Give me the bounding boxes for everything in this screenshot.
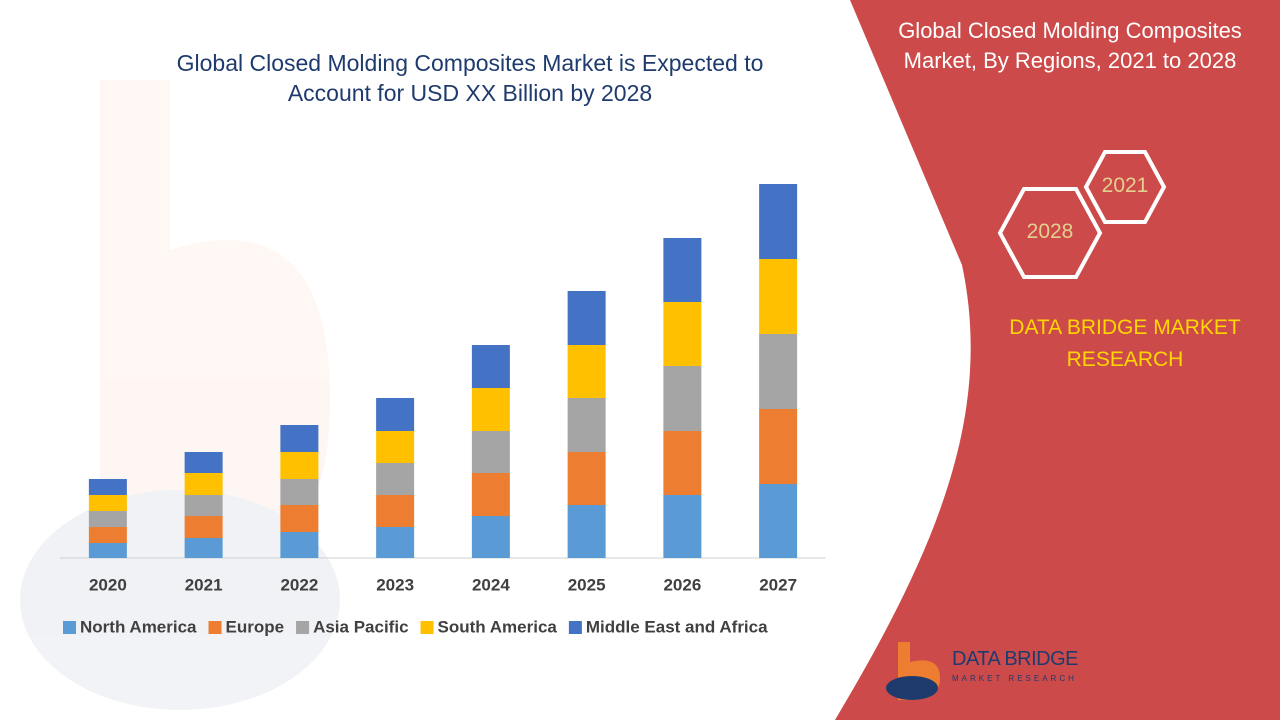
legend-swatch — [296, 621, 310, 634]
x-tick-label: 2027 — [759, 575, 797, 594]
x-tick-label: 2024 — [472, 575, 510, 594]
bar-segment — [759, 259, 798, 334]
hex-label: 2021 — [1101, 174, 1149, 197]
watermark — [20, 80, 340, 710]
bar-segment — [759, 334, 798, 409]
hexagon — [1083, 150, 1167, 224]
bar-segment — [184, 452, 223, 473]
bar-segment — [184, 538, 223, 558]
bar-segment — [280, 479, 319, 505]
x-tick-label: 2026 — [663, 575, 701, 594]
bar-segment — [663, 495, 702, 558]
x-tick-label: 2023 — [376, 575, 414, 594]
bar-segment — [280, 532, 319, 558]
legend-swatch — [568, 621, 582, 634]
bar-segment — [471, 431, 510, 473]
bar-segment — [663, 302, 702, 366]
logo-tagline: MARKET RESEARCH — [952, 674, 1077, 683]
bar-segment — [88, 511, 127, 527]
bar-segment — [471, 388, 510, 431]
hex-label: 2028 — [1026, 220, 1074, 243]
brand: DATA BRIDGE MARKET RESEARCH — [1009, 316, 1241, 371]
bar-segment — [376, 431, 415, 463]
bar-segment — [88, 479, 127, 495]
bar-segment — [376, 495, 415, 527]
bar-segment — [759, 184, 798, 259]
chart-title: Global Closed Molding Composites Market … — [176, 50, 764, 106]
bar-segment — [376, 463, 415, 495]
bar-segment — [184, 495, 223, 516]
bar-segment — [471, 516, 510, 558]
panel-title: Global Closed Molding Composites Market,… — [898, 18, 1242, 73]
bar-segment — [280, 505, 319, 532]
legend-label: Middle East and Africa — [586, 617, 768, 636]
legend-label: Europe — [226, 617, 285, 636]
bar-segment — [88, 543, 127, 558]
bar-segment — [663, 238, 702, 302]
bar-segment — [567, 345, 606, 398]
legend-swatch — [208, 621, 222, 634]
legend-label: Asia Pacific — [313, 617, 408, 636]
bar-segment — [376, 527, 415, 558]
bar-segment — [88, 495, 127, 511]
bar-segment — [471, 473, 510, 516]
x-tick-label: 2020 — [89, 575, 127, 594]
hexagon — [997, 187, 1103, 279]
logo-name: DATA BRIDGE — [952, 648, 1079, 670]
legend-label: South America — [438, 617, 558, 636]
bar-segment — [663, 431, 702, 495]
bar-segment — [376, 398, 415, 431]
bar-segment — [567, 398, 606, 452]
bar-segment — [184, 473, 223, 495]
logo-icon — [886, 642, 940, 700]
bar-segment — [759, 484, 798, 558]
bar-segment — [471, 345, 510, 388]
x-tick-label: 2022 — [280, 575, 318, 594]
bar-segment — [88, 527, 127, 543]
bar-segment — [567, 505, 606, 558]
bar-segment — [184, 516, 223, 538]
bar-segment — [280, 452, 319, 479]
bar-segment — [567, 291, 606, 345]
legend-label: North America — [80, 617, 197, 636]
red-panel — [835, 0, 1280, 720]
bar-segment — [280, 425, 319, 452]
legend-swatch — [420, 621, 434, 634]
bar-segment — [759, 409, 798, 484]
x-tick-label: 2021 — [185, 575, 223, 594]
bar-segment — [567, 452, 606, 505]
bar-segment — [663, 366, 702, 431]
x-tick-label: 2025 — [568, 575, 606, 594]
legend-swatch — [63, 621, 76, 634]
